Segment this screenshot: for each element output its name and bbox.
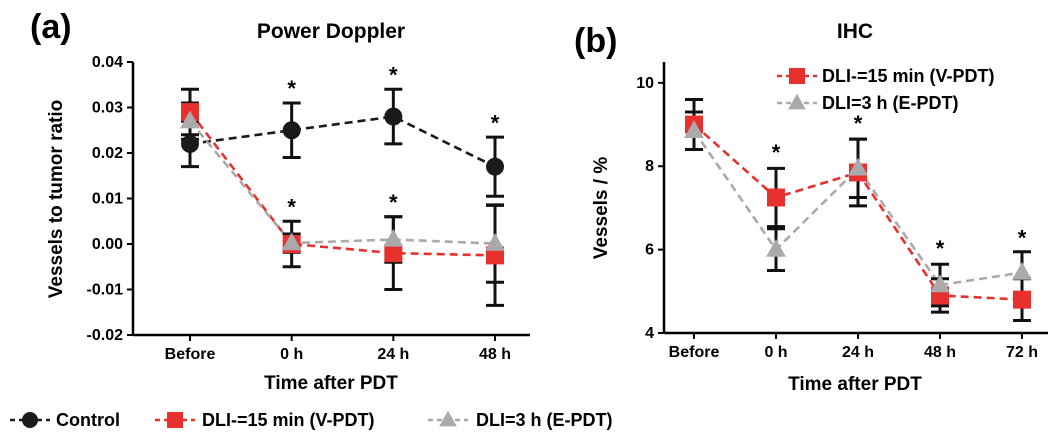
panel-b-legend-marker-e-pdt bbox=[777, 93, 817, 110]
legend-label-e-pdt: DLI=3 h (E-PDT) bbox=[476, 410, 613, 430]
panel-b-title: IHC bbox=[837, 20, 873, 43]
panel-a-ytick-label-0: -0.02 bbox=[87, 327, 124, 344]
panel-a-title: Power Doppler bbox=[257, 20, 405, 43]
panel-a-control-point-0 bbox=[181, 134, 199, 153]
panel-a-annotation-1: * bbox=[389, 62, 398, 87]
panel-a-ytick-label-3: 0.01 bbox=[92, 191, 123, 208]
panel-a-xlabel: Time after PDT bbox=[264, 373, 398, 394]
panel-b-annotation-2: * bbox=[936, 236, 945, 261]
panel-a-dli-3-h-e-pdt-point-3 bbox=[485, 232, 505, 251]
panel-b-dli-15-min-v-pdt-point-4 bbox=[1013, 290, 1031, 309]
panel-a-xtick-label-48-h: 48 h bbox=[479, 346, 511, 363]
panel-b-ytick-label-1: 6 bbox=[645, 242, 654, 259]
panel-b-xtick-label-before: Before bbox=[669, 344, 720, 361]
legend-marker-v-pdt-symbol bbox=[167, 412, 183, 428]
panel-b-legend-marker-e-pdt-symbol bbox=[788, 93, 806, 110]
panel-b-legend: DLI-=15 min (V-PDT) DLI=3 h (E-PDT) bbox=[777, 66, 995, 113]
legend-marker-control bbox=[10, 412, 50, 428]
panel-b-ylabel: Vessels / % bbox=[591, 157, 612, 260]
panel-a-annotation-4: * bbox=[389, 190, 398, 215]
legend-marker-v-pdt bbox=[155, 412, 195, 428]
panel-a-ytick-label-1: -0.01 bbox=[87, 282, 124, 299]
panel-b-legend-label-e-pdt: DLI=3 h (E-PDT) bbox=[822, 93, 959, 113]
panel-a-plot: -0.02 -0.01 0.00 0.01 0.02 0.03 0.04 Before 0 h 2… bbox=[87, 54, 530, 363]
panel-a-annotation-0: * bbox=[287, 76, 296, 101]
panel-b-xtick-label-0-h: 0 h bbox=[764, 344, 787, 361]
panel-a-dli-3-h-e-pdt-point-2 bbox=[383, 228, 404, 247]
bottom-legend: Control DLI-=15 min (V-PDT) DLI=3 h (E-P… bbox=[10, 410, 613, 430]
panel-a-label: (a) bbox=[30, 8, 72, 46]
legend-label-control: Control bbox=[56, 410, 120, 430]
panel-a-ytick-label-2: 0.00 bbox=[92, 236, 123, 253]
panel-a-xtick-label-before: Before bbox=[165, 346, 216, 363]
legend-marker-e-pdt-symbol bbox=[439, 410, 457, 427]
panel-a-dli-3-h-e-pdt-line bbox=[189, 120, 496, 245]
panel-b-legend-label-v-pdt: DLI-=15 min (V-PDT) bbox=[822, 66, 995, 86]
panel-b-annotation-3: * bbox=[1018, 225, 1027, 250]
panel-a-dli-3-h-e-pdt-point-1 bbox=[281, 232, 302, 251]
panel-a-control-line bbox=[189, 115, 496, 168]
panel-b-ytick-label-3: 10 bbox=[636, 75, 654, 92]
panel-b-dli-3-h-e-pdt-point-0 bbox=[684, 120, 704, 138]
panel-b-annotation-0: * bbox=[772, 140, 781, 165]
panel-a-annotation-2: * bbox=[491, 110, 500, 135]
panel-b-xlabel: Time after PDT bbox=[788, 374, 922, 395]
panel-b-plot: 4 6 8 10 Before 0 h 24 h 48 h 72 h * * * * bbox=[636, 62, 1048, 361]
panel-b-ytick-label-0: 4 bbox=[645, 325, 654, 342]
panel-b-annotation-1: * bbox=[854, 111, 863, 136]
panel-b-dli-3-h-e-pdt-point-2 bbox=[848, 157, 868, 176]
panel-a-control-point-3 bbox=[486, 157, 504, 176]
panel-b-dli-3-h-e-pdt-line bbox=[692, 130, 1023, 287]
panel-a-dli-15-min-v-pdt-line bbox=[188, 111, 496, 257]
panel-b-dli-15-min-v-pdt-point-1 bbox=[767, 188, 785, 207]
panel-b-dli-3-h-e-pdt-point-4 bbox=[1012, 261, 1032, 280]
panel-a-dli-15-min-v-pdt-point-2 bbox=[384, 244, 403, 263]
panel-a-ytick-label-4: 0.02 bbox=[92, 145, 123, 162]
panel-b-xtick-label-72-h: 72 h bbox=[1006, 344, 1038, 361]
panel-a-control-point-2 bbox=[384, 107, 403, 126]
panel-a-xtick-label-24-h: 24 h bbox=[377, 346, 409, 363]
panel-a-xtick-label-0-h: 0 h bbox=[280, 346, 303, 363]
panel-a-dli-15-min-v-pdt-point-3 bbox=[486, 246, 504, 265]
legend-label-v-pdt: DLI-=15 min (V-PDT) bbox=[202, 410, 375, 430]
panel-b-xtick-label-24-h: 24 h bbox=[842, 344, 874, 361]
panel-b-xtick-label-48-h: 48 h bbox=[924, 344, 956, 361]
panel-b-legend-marker-v-pdt bbox=[777, 68, 817, 84]
legend-marker-control-symbol bbox=[22, 412, 38, 428]
panel-a-ytick-label-5: 0.03 bbox=[92, 100, 123, 117]
panel-b-dli-3-h-e-pdt-point-3 bbox=[930, 274, 950, 293]
panel-a-ytick-label-6: 0.04 bbox=[92, 54, 123, 71]
panel-b-ytick-label-2: 8 bbox=[645, 158, 654, 175]
panel-a-annotation-3: * bbox=[287, 194, 296, 219]
panel-a-dli-3-h-e-pdt-point-0 bbox=[180, 110, 200, 129]
legend-marker-e-pdt bbox=[428, 410, 468, 427]
panel-b-dli-3-h-e-pdt-point-1 bbox=[766, 239, 786, 257]
panel-b-label: (b) bbox=[574, 22, 617, 60]
panel-a-control-point-1 bbox=[282, 121, 301, 140]
panel-a-ylabel: Vessels to tumor ratio bbox=[46, 100, 67, 299]
panel-b-legend-marker-v-pdt-symbol bbox=[789, 68, 805, 84]
